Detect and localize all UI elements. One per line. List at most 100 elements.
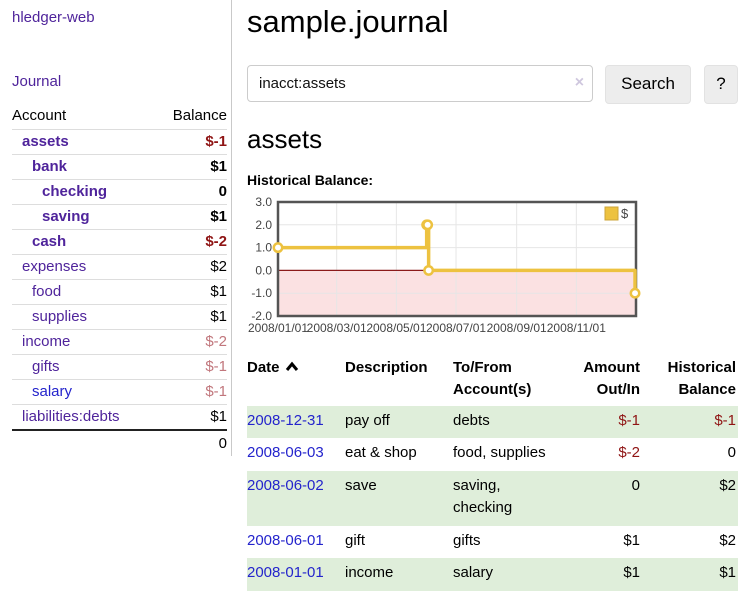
register-header-amount: Amount Out/In (583, 359, 640, 398)
transaction-row: 2008-12-31 pay off debts $-1 $-1 (247, 405, 738, 439)
register-header-date-label: Date (247, 359, 280, 377)
accounts-total-row: 0 (12, 429, 227, 456)
transaction-description: save (345, 476, 377, 494)
register-table-body: 2008-12-31 pay off debts $-1 $-1 2008-06… (247, 405, 738, 591)
svg-text:0.0: 0.0 (255, 264, 272, 278)
account-link[interactable]: income (22, 333, 71, 350)
account-heading: assets (247, 123, 323, 154)
accounts-total-value: 0 (154, 429, 227, 456)
account-balance: $-1 (205, 358, 227, 375)
search-input[interactable] (247, 64, 594, 102)
transaction-accounts: food, supplies (453, 444, 546, 462)
account-balance: $-2 (205, 233, 227, 250)
accounts-table: Account Balance assets $-1 bank $1 check… (12, 104, 227, 456)
accounts-header-account: Account (12, 104, 155, 130)
transaction-row: 2008-06-03 eat & shop food, supplies $-2… (247, 438, 738, 471)
transaction-description: pay off (345, 411, 390, 429)
svg-text:2008/07/01: 2008/07/01 (426, 321, 486, 335)
transaction-date-link[interactable]: 2008-06-02 (247, 476, 324, 494)
transaction-date-link[interactable]: 2008-01-01 (247, 564, 324, 582)
transaction-description: eat & shop (345, 444, 417, 462)
historical-balance-chart: $3.0 2.0 1.0 0.0 -1.0 -2.02008/01/012008/03/0… (248, 195, 641, 335)
svg-text:2008/01/01: 2008/01/01 (248, 321, 308, 335)
account-row: expenses $2 (12, 254, 227, 280)
transaction-amount: $-2 (618, 444, 640, 462)
svg-text:3.0: 3.0 (255, 195, 272, 209)
account-link[interactable]: gifts (32, 358, 60, 375)
register-header-date[interactable]: Date (247, 354, 345, 406)
transaction-date-link[interactable]: 2008-12-31 (247, 411, 324, 429)
account-balance: $1 (210, 158, 227, 175)
svg-text:2008/05/01: 2008/05/01 (366, 321, 426, 335)
transaction-balance: $-1 (714, 411, 736, 429)
svg-text:2008/03/01: 2008/03/01 (307, 321, 367, 335)
account-link[interactable]: bank (32, 158, 68, 175)
transaction-accounts: debts (453, 411, 490, 429)
account-row: cash $-2 (12, 229, 227, 255)
account-row: saving $1 (12, 204, 227, 230)
clear-search-icon[interactable]: × (574, 73, 585, 91)
account-balance: $-2 (205, 333, 227, 350)
account-balance: $-1 (205, 383, 227, 400)
account-row: food $1 (12, 279, 227, 305)
main-content: sample.journal × Search ? assets Histori… (247, 0, 738, 591)
account-link[interactable]: supplies (32, 308, 88, 325)
transaction-accounts: gifts (453, 531, 481, 549)
journal-nav-link[interactable]: Journal (12, 73, 62, 90)
account-row: bank $1 (12, 154, 227, 180)
sort-ascending-icon (285, 361, 298, 372)
register-header-description: Description (345, 359, 428, 377)
sidebar: hledger-web Journal Account Balance asse… (0, 0, 232, 456)
help-button[interactable]: ? (704, 64, 738, 104)
app-title[interactable]: hledger-web (12, 9, 95, 26)
transaction-date-link[interactable]: 2008-06-01 (247, 531, 324, 549)
transaction-accounts: salary (453, 564, 494, 582)
accounts-header-balance: Balance (154, 104, 227, 130)
account-row: liabilities:debts $1 (12, 404, 227, 431)
transaction-amount: $-1 (618, 411, 640, 429)
transaction-description: income (345, 564, 394, 582)
account-balance: $-1 (205, 133, 227, 150)
account-link[interactable]: salary (32, 383, 73, 400)
transaction-row: 2008-01-01 income salary $1 $1 (247, 558, 738, 591)
transaction-balance: $1 (719, 564, 736, 582)
transaction-row: 2008-06-01 gift gifts $1 $2 (247, 526, 738, 559)
account-row: income $-2 (12, 329, 227, 355)
svg-text:2008/09/01: 2008/09/01 (487, 321, 547, 335)
transaction-amount: $1 (623, 531, 640, 549)
transaction-date-link[interactable]: 2008-06-03 (247, 444, 324, 462)
account-link[interactable]: checking (42, 183, 108, 200)
transaction-row: 2008-06-02 save saving, checking 0 $2 (247, 470, 738, 526)
transaction-accounts: saving, checking (453, 476, 513, 517)
search-form: × Search ? (247, 64, 738, 104)
search-input-wrap: × (247, 64, 594, 104)
account-row: salary $-1 (12, 379, 227, 405)
svg-text:1.0: 1.0 (255, 241, 272, 255)
account-link[interactable]: liabilities:debts (22, 408, 120, 425)
register-header-accounts: To/From Account(s) (453, 359, 532, 398)
account-balance: $1 (210, 208, 227, 225)
account-link[interactable]: assets (22, 133, 69, 150)
account-link[interactable]: cash (32, 233, 67, 250)
account-row: checking 0 (12, 179, 227, 205)
transaction-description: gift (345, 531, 366, 549)
transaction-amount: $1 (623, 564, 640, 582)
transaction-amount: 0 (631, 476, 640, 494)
svg-text:2.0: 2.0 (255, 218, 272, 232)
accounts-table-body: assets $-1 bank $1 checking 0 saving $1 … (12, 129, 227, 456)
account-row: gifts $-1 (12, 354, 227, 380)
account-row: assets $-1 (12, 129, 227, 155)
account-link[interactable]: expenses (22, 258, 87, 275)
account-link[interactable]: saving (42, 208, 90, 225)
svg-text:-1.0: -1.0 (251, 286, 272, 300)
svg-text:-2.0: -2.0 (251, 309, 272, 323)
account-balance: $2 (210, 258, 227, 275)
account-balance: $1 (210, 408, 227, 425)
account-link[interactable]: food (32, 283, 62, 300)
search-button[interactable]: Search (605, 64, 691, 104)
register-header-balance: Historical Balance (667, 359, 736, 398)
account-balance: $1 (210, 283, 227, 300)
page-title: sample.journal (247, 4, 449, 39)
svg-text:2008/11/01: 2008/11/01 (547, 321, 606, 335)
transaction-balance: 0 (727, 444, 736, 462)
